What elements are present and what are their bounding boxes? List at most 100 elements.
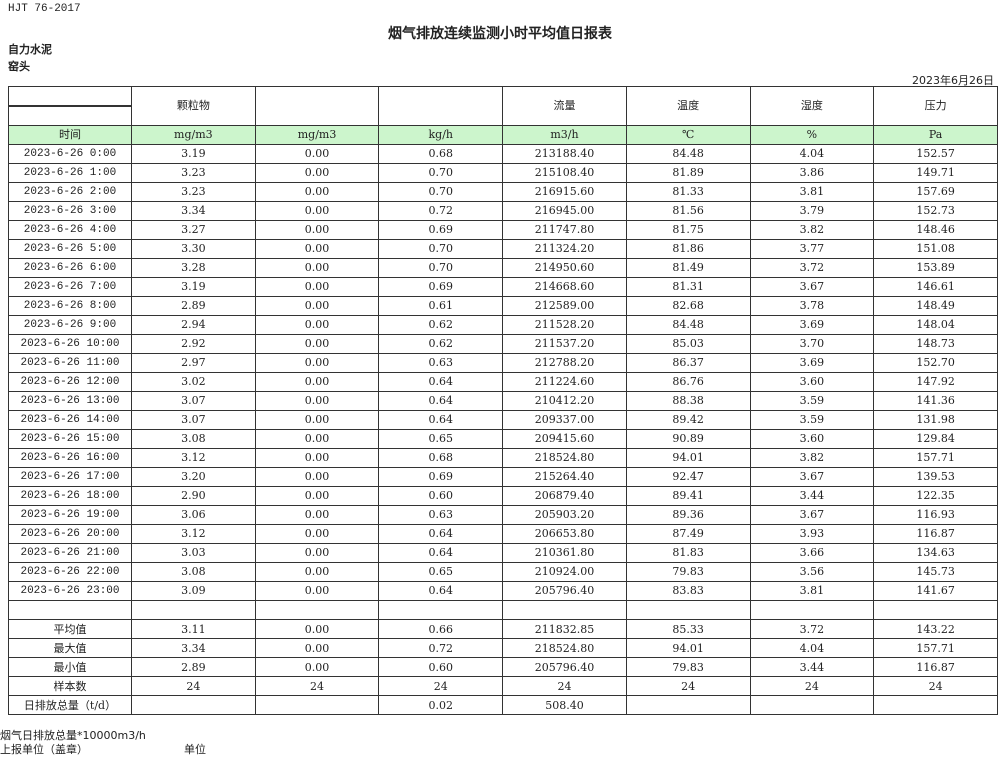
cell: 0.00	[254, 543, 380, 563]
cell: 157.71	[873, 638, 998, 658]
cell: 0.64	[378, 372, 504, 392]
cell: 3.67	[749, 467, 875, 487]
table-row: 2023-6-26 4:00 3.27 0.00 0.69 211747.80 81.75…	[8, 220, 998, 240]
cell: 3.70	[749, 334, 875, 354]
cell: 152.70	[873, 353, 998, 373]
cell: 218524.80	[502, 448, 627, 468]
cell: 81.89	[625, 163, 751, 183]
unit-cell: mg/m3	[131, 125, 256, 145]
table-row: 2023-6-26 5:00 3.30 0.00 0.70 211324.20 81.86…	[8, 239, 998, 259]
cell: 212788.20	[502, 353, 627, 373]
cell: 3.34	[131, 638, 256, 658]
cell: 153.89	[873, 258, 998, 278]
cell: 0.00	[254, 505, 380, 525]
cell: 0.00	[254, 296, 380, 316]
cell: 3.23	[131, 182, 256, 202]
table-row-label: 2023-6-26 20:00	[8, 524, 132, 544]
cell: 4.04	[749, 638, 875, 658]
cell: 152.73	[873, 201, 998, 221]
cell: 116.87	[873, 657, 998, 677]
cell: 210412.20	[502, 391, 627, 411]
cell: 210924.00	[502, 562, 627, 582]
cell: 209337.00	[502, 410, 627, 430]
cell: 86.37	[625, 353, 751, 373]
table-row: 2023-6-26 17:00 3.20 0.00 0.69 215264.40 92.4…	[8, 467, 998, 487]
cell: 216915.60	[502, 182, 627, 202]
cell: 3.72	[749, 258, 875, 278]
report-title: 烟气排放连续监测小时平均值日报表	[388, 26, 612, 42]
cell: 0.64	[378, 543, 504, 563]
cell: 3.77	[749, 239, 875, 259]
cell: 2.89	[131, 657, 256, 677]
cell: 85.33	[625, 619, 751, 639]
unit-cell: m3/h	[502, 125, 627, 145]
cell: 84.48	[625, 315, 751, 335]
table-row: 2023-6-26 20:00 3.12 0.00 0.64 206653.80 87.4…	[8, 524, 998, 544]
cell: 0.00	[254, 562, 380, 582]
table-row: 2023-6-26 18:00 2.90 0.00 0.60 206879.40 89.4…	[8, 486, 998, 506]
monitoring-site: 窑头	[8, 60, 30, 73]
cell: 0.72	[378, 638, 504, 658]
cell: 3.08	[131, 429, 256, 449]
cell: 0.69	[378, 220, 504, 240]
cell: 0.00	[254, 182, 380, 202]
cell: 0.65	[378, 429, 504, 449]
table-row-label: 2023-6-26 14:00	[8, 410, 132, 430]
cell: 3.03	[131, 543, 256, 563]
cell: 0.63	[378, 505, 504, 525]
table-row: 2023-6-26 15:00 3.08 0.00 0.65 209415.60 90.8…	[8, 429, 998, 449]
cell: 83.83	[625, 581, 751, 601]
cell: 0.64	[378, 581, 504, 601]
cell: 216945.00	[502, 201, 627, 221]
cell: 3.66	[749, 543, 875, 563]
cell: 0.70	[378, 258, 504, 278]
cell: 3.81	[749, 581, 875, 601]
stat-row: 最小值 2.89 0.00 0.60 205796.40 79.83 3.44 116.87	[8, 657, 998, 677]
cell: 141.67	[873, 581, 998, 601]
cell	[131, 695, 256, 715]
cell: 3.86	[749, 163, 875, 183]
cell: 81.49	[625, 258, 751, 278]
cell: 211324.20	[502, 239, 627, 259]
cell: 0.00	[254, 277, 380, 297]
cell: 81.75	[625, 220, 751, 240]
header-row: 颗粒物 流量 温度 湿度 压力	[8, 86, 998, 126]
cell: 3.69	[749, 315, 875, 335]
cell: 0.00	[254, 619, 380, 639]
cell: 508.40	[502, 695, 627, 715]
table-row: 2023-6-26 19:00 3.06 0.00 0.63 205903.20 89.3…	[8, 505, 998, 525]
cell: 0.61	[378, 296, 504, 316]
unit-cell: ℃	[625, 125, 751, 145]
cell: 3.34	[131, 201, 256, 221]
stat-row: 最大值 3.34 0.00 0.72 218524.80 94.01 4.04 157.71	[8, 638, 998, 658]
cell: 205796.40	[502, 581, 627, 601]
cell: 84.48	[625, 144, 751, 164]
unit-label: 单位	[184, 743, 206, 756]
cell: 0.69	[378, 467, 504, 487]
footer-note: 烟气日排放总量*10000m3/h	[0, 729, 146, 742]
table-row-label: 2023-6-26 0:00	[8, 144, 132, 164]
cell: 205796.40	[502, 657, 627, 677]
cell	[378, 600, 504, 620]
cell: 3.19	[131, 144, 256, 164]
cell: 24	[749, 676, 875, 696]
cell: 116.93	[873, 505, 998, 525]
cell: 211224.60	[502, 372, 627, 392]
cell: 206879.40	[502, 486, 627, 506]
table-row: 2023-6-26 14:00 3.07 0.00 0.64 209337.00 89.4…	[8, 410, 998, 430]
cell: 82.68	[625, 296, 751, 316]
header-cell	[378, 86, 504, 126]
table-row-label: 2023-6-26 15:00	[8, 429, 132, 449]
blank-row-label	[8, 600, 132, 620]
cell: 3.19	[131, 277, 256, 297]
cell: 3.27	[131, 220, 256, 240]
cell: 122.35	[873, 486, 998, 506]
unit-cell: kg/h	[378, 125, 504, 145]
cell: 0.65	[378, 562, 504, 582]
table-row-label: 2023-6-26 2:00	[8, 182, 132, 202]
cell: 0.00	[254, 372, 380, 392]
cell: 0.66	[378, 619, 504, 639]
table-row: 2023-6-26 2:00 3.23 0.00 0.70 216915.60 81.33…	[8, 182, 998, 202]
table-row-label: 2023-6-26 23:00	[8, 581, 132, 601]
cell: 3.09	[131, 581, 256, 601]
